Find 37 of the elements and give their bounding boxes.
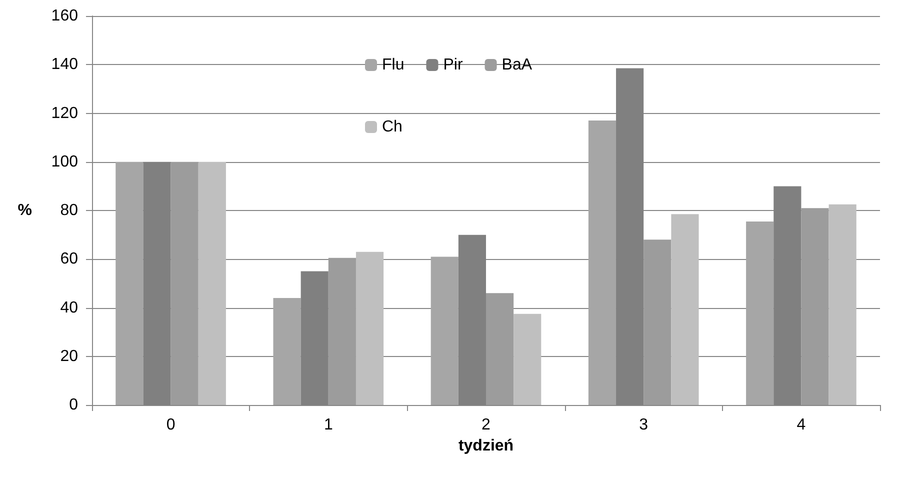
bar	[273, 298, 301, 405]
y-tick-label: 120	[51, 104, 78, 122]
y-tick-label: 40	[60, 299, 78, 316]
bar	[143, 162, 171, 405]
x-tick-label: 1	[324, 416, 333, 434]
x-tick-label: 3	[639, 416, 648, 434]
y-tick-label: 160	[51, 8, 78, 24]
bar	[644, 240, 672, 405]
bar	[328, 258, 356, 405]
bar	[116, 162, 144, 405]
y-tick-label: 80	[60, 202, 78, 219]
y-tick-label: 60	[60, 250, 78, 268]
x-tick-label: 2	[482, 416, 491, 434]
legend-label: Ch	[382, 118, 402, 136]
bar	[300, 271, 328, 405]
bar	[671, 214, 699, 405]
x-tick-label: 0	[166, 416, 176, 434]
legend-label: Pir	[443, 56, 464, 74]
bar	[486, 293, 514, 405]
y-tick-label: 100	[51, 153, 78, 170]
bar	[170, 162, 198, 405]
y-axis-title: %	[18, 202, 32, 219]
legend-label: BaA	[502, 56, 532, 74]
x-tick-label: 4	[796, 416, 806, 434]
bar	[356, 252, 384, 405]
y-tick-label: 140	[51, 56, 78, 74]
x-axis-title: tydzień	[458, 437, 514, 454]
bar	[198, 162, 226, 405]
y-tick-label: 20	[60, 348, 78, 365]
bar	[430, 256, 458, 405]
bar	[514, 314, 542, 405]
bar	[588, 120, 616, 405]
bar	[746, 221, 774, 405]
legend-label: Flu	[382, 56, 404, 74]
y-tick-label: 0	[69, 396, 78, 414]
bar	[801, 208, 829, 405]
bar	[828, 204, 856, 405]
